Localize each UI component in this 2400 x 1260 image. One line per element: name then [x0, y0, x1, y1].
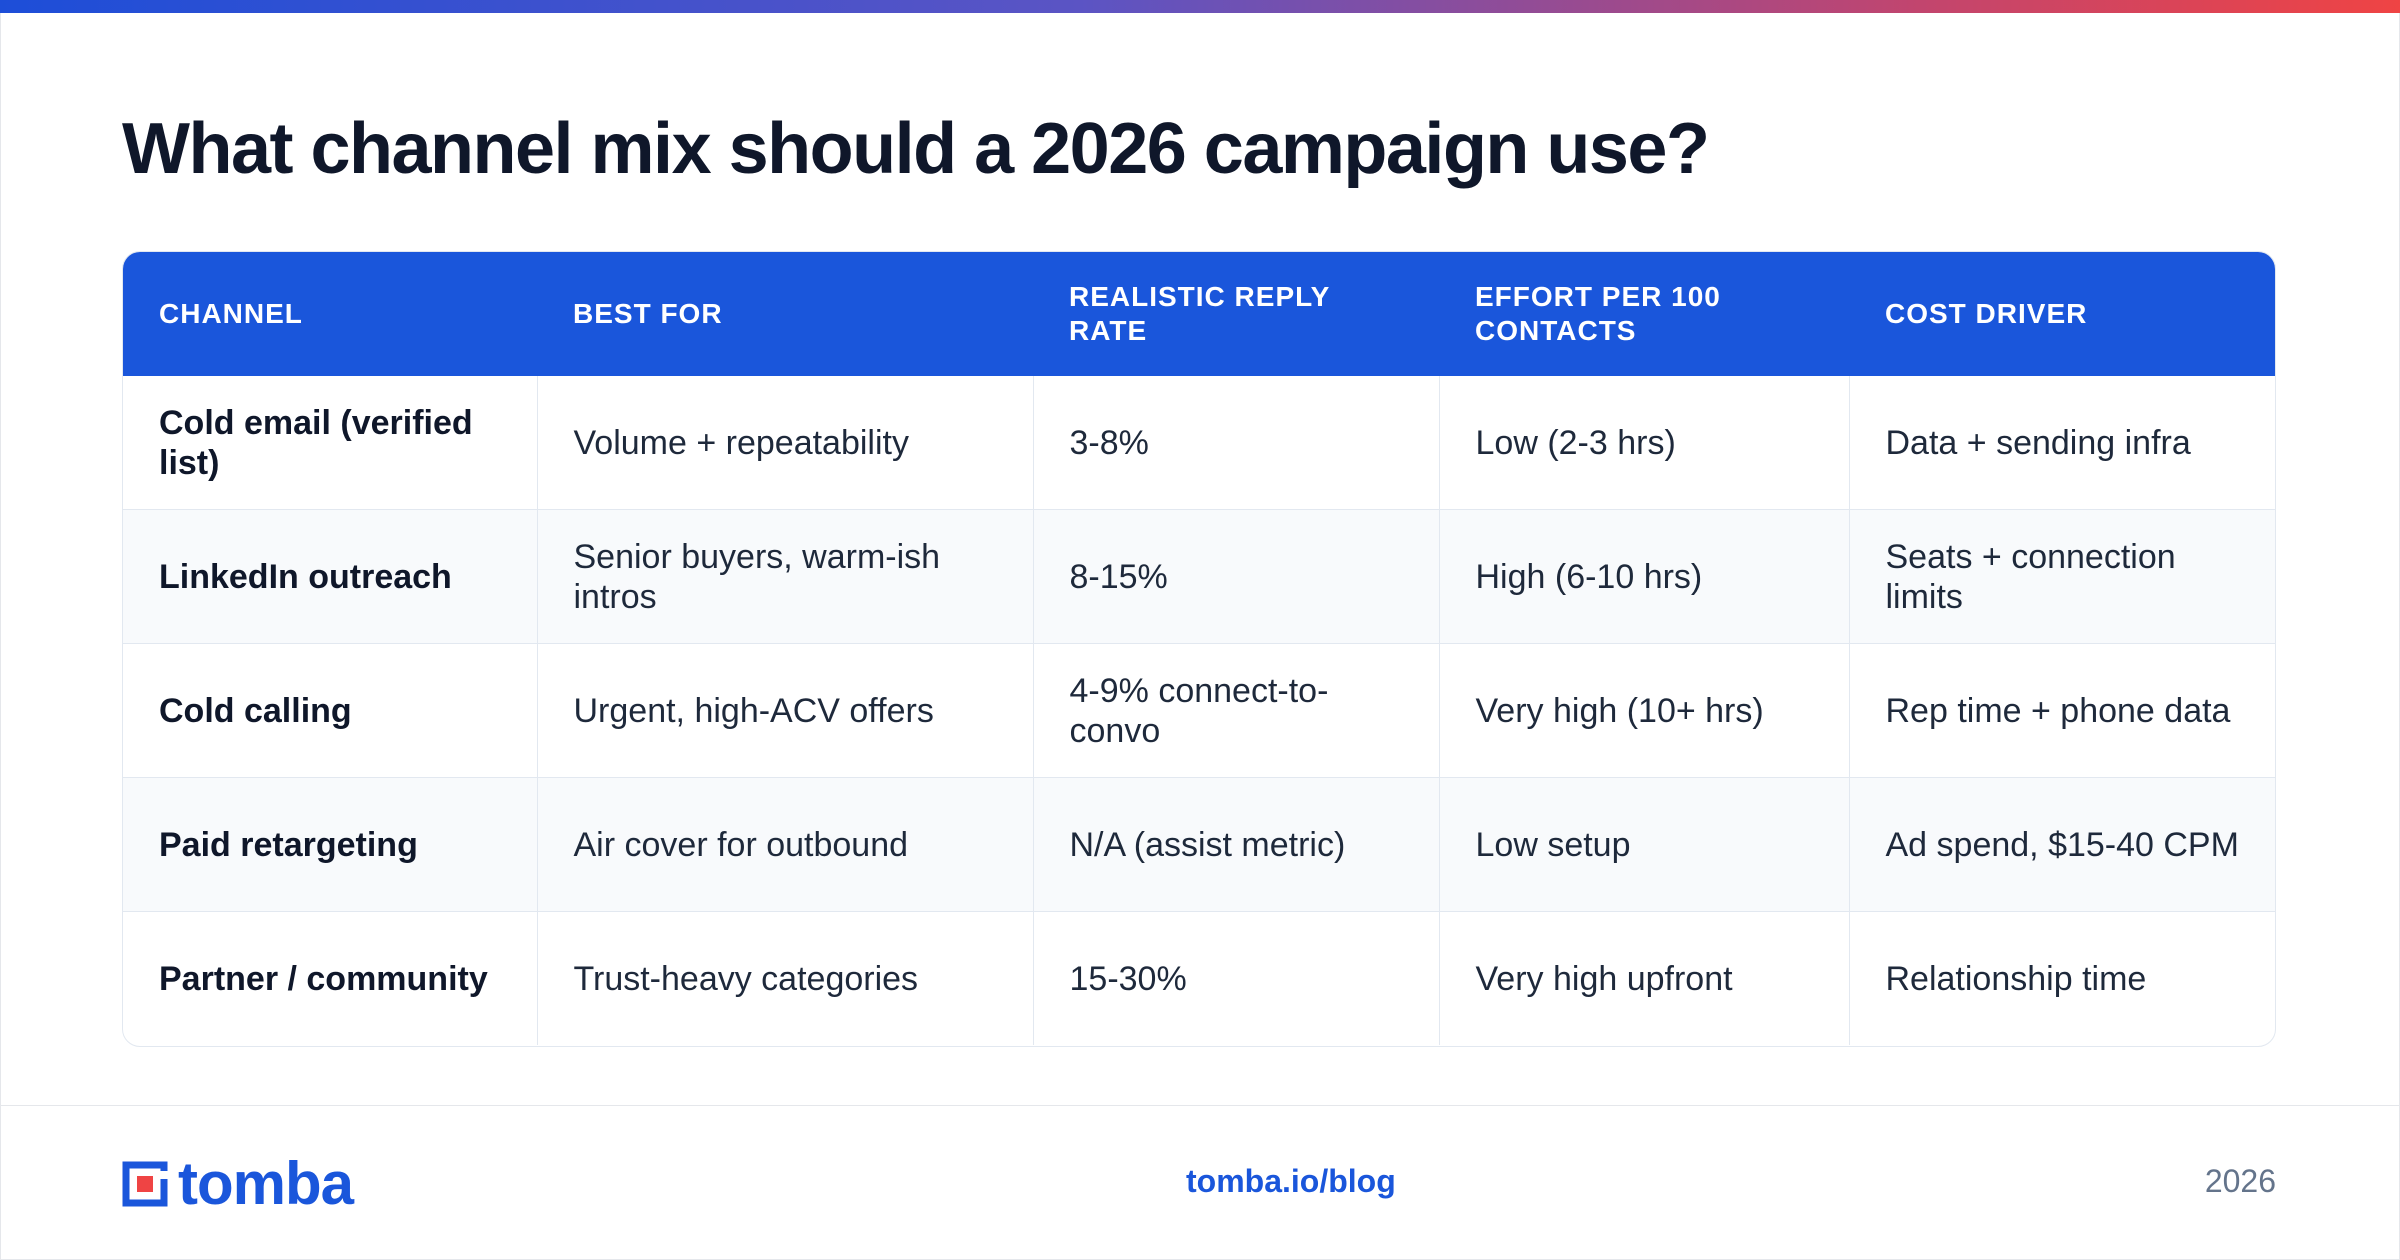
channel-cell: Paid retargeting: [123, 777, 538, 912]
cost-driver-cell: Ad spend, $15-40 CPM: [1849, 777, 2275, 912]
header-best-for: BEST FOR: [537, 252, 1033, 376]
footer-year: 2026: [2204, 1163, 2276, 1199]
footer-divider: [0, 1105, 2400, 1106]
blog-link[interactable]: tomba.io/blog: [1186, 1163, 1396, 1199]
top-gradient-bar: [0, 0, 2400, 13]
cost-driver-cell: Rep time + phone data: [1849, 643, 2275, 778]
channel-cell: Cold email (verified list): [123, 376, 538, 510]
best-for-cell: Trust-heavy categories: [537, 911, 1034, 1045]
table-header-row: CHANNEL BEST FOR REALISTIC REPLY RATE EF…: [123, 252, 2275, 376]
reply-rate-cell: 3-8%: [1033, 376, 1440, 510]
effort-cell: Low setup: [1439, 777, 1850, 912]
table-row: LinkedIn outreach Senior buyers, warm-is…: [123, 509, 2275, 644]
cost-driver-cell: Data + sending infra: [1885, 423, 2191, 462]
reply-rate-cell: 8-15%: [1033, 509, 1440, 644]
channel-cell: Cold calling: [123, 643, 538, 778]
reply-rate-cell: 4-9% connect-to-convo: [1033, 643, 1440, 778]
channel-cell: LinkedIn outreach: [123, 509, 538, 644]
effort-cell: Very high upfront: [1439, 911, 1850, 1045]
page-title: What channel mix should a 2026 campaign …: [122, 109, 1710, 189]
tomba-logo: tomba: [122, 1150, 354, 1217]
table-row: Cold calling Urgent, high-ACV offers 4-9…: [123, 643, 2275, 778]
table-row: Paid retargeting Air cover for outbound …: [123, 777, 2275, 912]
logo-wordmark: tomba: [178, 1150, 354, 1217]
best-for-cell: Air cover for outbound: [537, 777, 1034, 912]
best-for-cell: Senior buyers, warm-ish intros: [537, 509, 1034, 644]
table-row: Cold email (verified list) Volume + repe…: [123, 376, 2275, 510]
header-effort: EFFORT PER 100 CONTACTS: [1439, 252, 1849, 376]
reply-rate-cell: 15-30%: [1033, 911, 1440, 1045]
effort-cell: Low (2-3 hrs): [1439, 376, 1850, 510]
table-row: Partner / community Trust-heavy categori…: [123, 911, 2275, 1045]
header-cost-driver: COST DRIVER: [1849, 252, 2275, 376]
effort-cell: High (6-10 hrs): [1439, 509, 1850, 644]
channel-mix-table: CHANNEL BEST FOR REALISTIC REPLY RATE EF…: [122, 251, 2276, 1047]
tomba-logo-icon: [122, 1161, 168, 1207]
header-channel: CHANNEL: [123, 252, 537, 376]
cost-driver-cell: Seats + connection limits: [1849, 509, 2275, 644]
effort-cell: Very high (10+ hrs): [1439, 643, 1850, 778]
cost-driver-cell: Relationship time: [1849, 911, 2275, 1045]
best-for-cell: Volume + repeatability: [537, 376, 1034, 510]
reply-rate-cell: N/A (assist metric): [1033, 777, 1440, 912]
channel-cell: Partner / community: [123, 911, 538, 1045]
header-reply-rate: REALISTIC REPLY RATE: [1033, 252, 1439, 376]
best-for-cell: Urgent, high-ACV offers: [537, 643, 1034, 778]
